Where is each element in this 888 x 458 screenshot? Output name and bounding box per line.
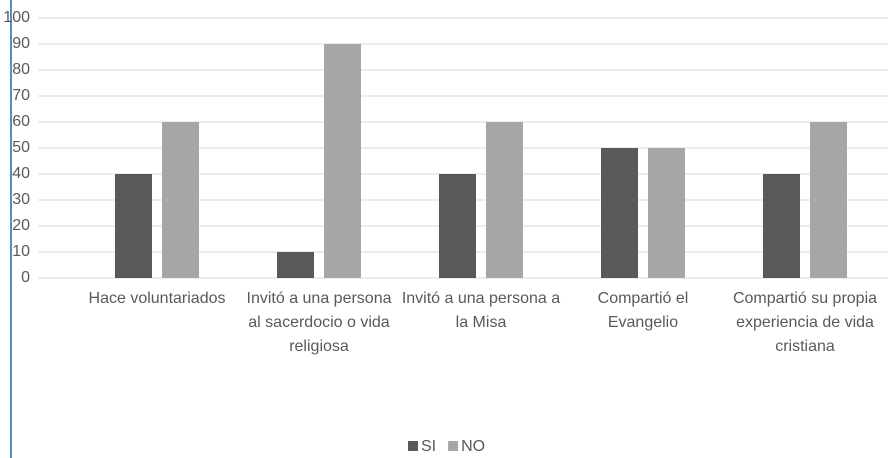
- bar: [439, 174, 476, 278]
- bar: [277, 252, 314, 278]
- x-tick-label: Compartió su propia experiencia de vida …: [732, 290, 878, 355]
- bar: [763, 174, 800, 278]
- y-tick-label: 100: [3, 9, 30, 26]
- y-tick-label: 20: [12, 217, 30, 234]
- bar: [162, 122, 199, 278]
- bar: [324, 44, 361, 278]
- legend-swatch: [448, 441, 459, 451]
- legend-label: SI: [421, 438, 436, 455]
- y-tick-label: 60: [12, 113, 30, 130]
- x-tick-label: Hace voluntariados: [88, 290, 226, 307]
- y-tick-label: 80: [12, 61, 30, 78]
- y-tick-label: 30: [12, 191, 30, 208]
- y-tick-label: 40: [12, 165, 30, 182]
- x-tick-label-box: Invitó a una persona al sacerdocio o vid…: [246, 290, 392, 355]
- bar: [486, 122, 523, 278]
- x-tick-label: Invitó a una persona al sacerdocio o vid…: [246, 290, 392, 355]
- legend-swatch: [408, 441, 418, 451]
- x-tick-label-box: Invitó a una persona a la Misa: [401, 290, 561, 331]
- x-tick-label: Compartió el Evangelio: [597, 290, 689, 331]
- legend-label: NO: [461, 438, 485, 455]
- bar: [601, 148, 638, 278]
- bar: [648, 148, 685, 278]
- y-tick-label: 50: [12, 139, 30, 156]
- y-tick-label: 70: [12, 87, 30, 104]
- x-tick-label-box: Hace voluntariados: [88, 290, 226, 307]
- y-tick-label: 90: [12, 35, 30, 52]
- bar: [115, 174, 152, 278]
- bar: [810, 122, 847, 278]
- x-tick-label: Invitó a una persona a la Misa: [401, 290, 561, 331]
- x-tick-label-box: Compartió el Evangelio: [597, 290, 689, 331]
- y-tick-label: 10: [12, 243, 30, 260]
- x-tick-label-box: Compartió su propia experiencia de vida …: [732, 290, 878, 355]
- y-tick-label: 0: [21, 269, 30, 286]
